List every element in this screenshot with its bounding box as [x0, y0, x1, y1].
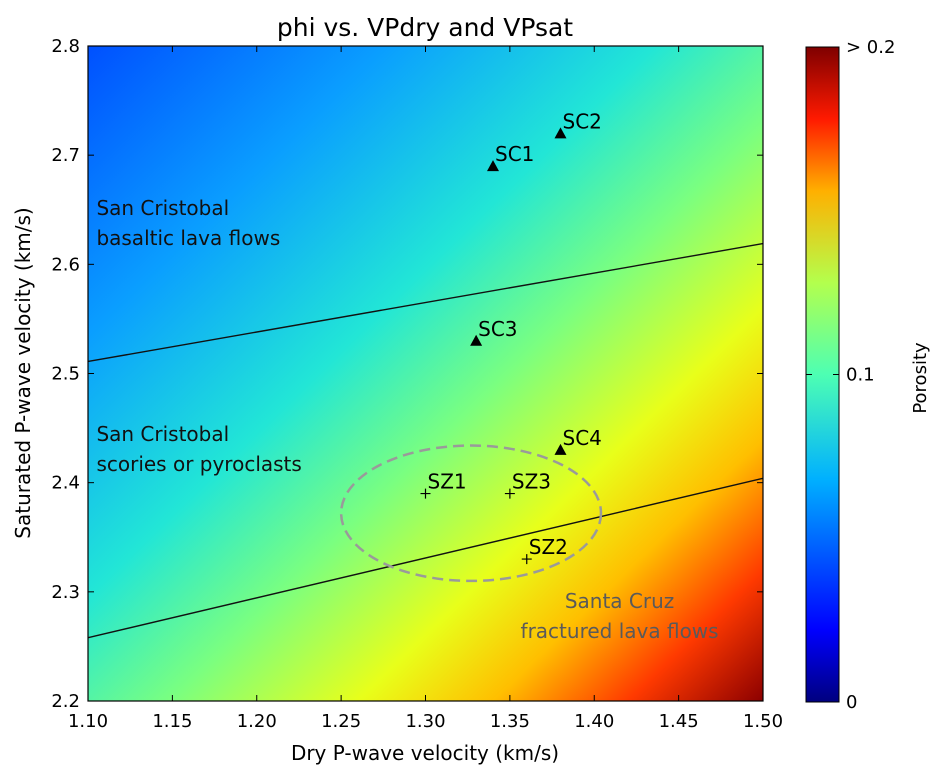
y-tick-label: 2.7: [51, 145, 80, 166]
x-tick-label: 1.25: [321, 711, 361, 732]
sample-label-sz1: SZ1: [428, 470, 467, 494]
sample-marker-sc1: [487, 160, 499, 172]
sample-label-sz2: SZ2: [529, 535, 568, 559]
sample-marker-sz3: [504, 488, 515, 499]
y-tick-label: 2.5: [51, 364, 80, 385]
region-annotation: San Cristobal basaltic lava flows: [96, 196, 280, 250]
y-axis-label: Saturated P-wave velocity (km/s): [11, 207, 35, 538]
boundary-line: [88, 242, 763, 363]
sample-label-sc4: SC4: [563, 426, 602, 450]
sample-marker-sc3: [470, 334, 483, 346]
colorbar-tick-label: 0: [846, 692, 857, 713]
x-axis-label: Dry P-wave velocity (km/s): [291, 741, 559, 765]
colorbar: 0 0.1 > 0.2: [805, 37, 895, 713]
x-axis: 1.10 1.15 1.20 1.25 1.30 1.35 1.40 1.45 1.50: [68, 46, 783, 732]
x-tick-label: 1.35: [490, 711, 530, 732]
x-tick-label: 1.45: [659, 711, 699, 732]
sample-marker-sz1: [420, 488, 431, 499]
region-annotation: Santa Cruz fractured lava flows: [521, 589, 719, 643]
y-tick-label: 2.2: [51, 691, 80, 712]
sample-label-sz3: SZ3: [512, 470, 551, 494]
x-tick-label: 1.20: [237, 711, 277, 732]
x-tick-label: 1.10: [68, 711, 108, 732]
y-tick-label: 2.3: [51, 582, 80, 603]
santa-cruz-ellipse: [339, 444, 603, 583]
x-tick-label: 1.50: [743, 711, 783, 732]
chart-title: phi vs. VPdry and VPsat: [277, 13, 573, 42]
x-tick-label: 1.30: [405, 711, 445, 732]
sample-marker-sc4: [554, 443, 567, 455]
colorbar-label: Porosity: [910, 342, 931, 414]
sample-marker-sz2: [521, 554, 532, 565]
y-tick-label: 2.8: [51, 36, 80, 57]
x-tick-label: 1.15: [152, 711, 192, 732]
porosity-field: [88, 46, 763, 701]
sample-label-sc2: SC2: [563, 109, 602, 133]
boundary-line: [88, 477, 763, 639]
y-axis: 2.2 2.3 2.4 2.5 2.6 2.7 2.8: [51, 36, 763, 712]
y-tick-label: 2.6: [51, 254, 80, 275]
x-tick-label: 1.40: [574, 711, 614, 732]
sample-marker-sc2: [554, 127, 567, 139]
plot-area: San Cristobal basaltic lava flows San Cris…: [87, 45, 764, 702]
region-annotation: San Cristobal scories or pyroclasts: [96, 422, 301, 476]
colorbar-tick-label: 0.1: [846, 365, 875, 386]
sample-label-sc3: SC3: [478, 317, 517, 341]
y-tick-label: 2.4: [51, 473, 80, 494]
colorbar-tick-label: > 0.2: [846, 37, 895, 58]
sample-label-sc1: SC1: [495, 142, 534, 166]
